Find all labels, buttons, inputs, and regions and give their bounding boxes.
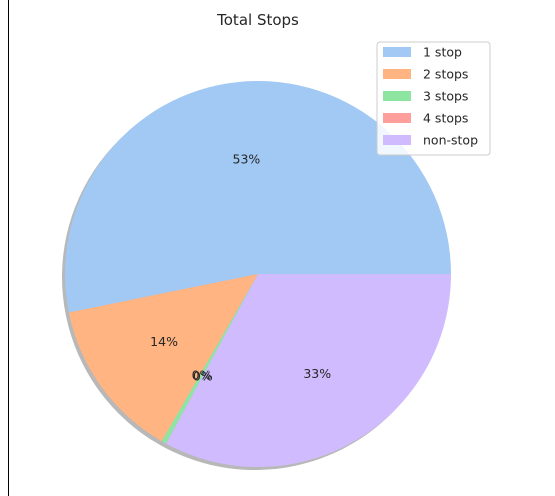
legend-label-4-stops: 4 stops bbox=[423, 111, 468, 126]
slice-4-stops bbox=[166, 274, 258, 444]
left-frame-line bbox=[8, 0, 9, 496]
legend-swatch-non-stop bbox=[383, 135, 411, 145]
percent-label-non-stop: 33% bbox=[303, 366, 331, 381]
percent-label-4-stops: 0% bbox=[193, 368, 213, 383]
pie-percent-labels: 53%14%0%0% 33% bbox=[150, 151, 331, 383]
legend-swatch-3-stops bbox=[383, 91, 411, 101]
slice-2-stops bbox=[68, 274, 258, 442]
legend-swatch-2-stops bbox=[383, 69, 411, 79]
chart-title: Total Stops bbox=[216, 11, 299, 29]
legend: 1 stop 2 stops 3 stops 4 stops non-stop bbox=[376, 41, 491, 156]
slice-1-stop bbox=[64, 80, 452, 313]
percent-label-3-stops: 0% bbox=[192, 368, 212, 383]
percent-label-2-stops: 14% bbox=[150, 334, 178, 349]
legend-entries: 1 stop 2 stops 3 stops 4 stops non-stop bbox=[383, 45, 478, 148]
legend-swatch-4-stops bbox=[383, 113, 411, 123]
legend-label-1-stop: 1 stop bbox=[423, 45, 462, 60]
slice-non-stop bbox=[166, 274, 451, 468]
legend-label-non-stop: non-stop bbox=[423, 133, 478, 148]
legend-label-3-stops: 3 stops bbox=[423, 89, 468, 104]
percent-label-1-stop: 53% bbox=[233, 151, 261, 166]
legend-swatch-1-stop bbox=[383, 47, 411, 57]
pie-slices bbox=[64, 80, 452, 468]
legend-label-2-stops: 2 stops bbox=[423, 67, 468, 82]
slice-3-stops bbox=[161, 274, 258, 444]
